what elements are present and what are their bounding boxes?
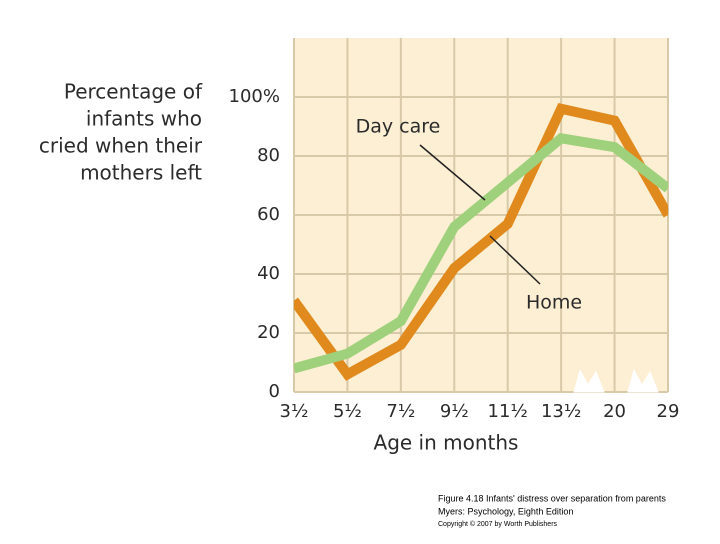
axis-break bbox=[627, 368, 659, 393]
y-tick-label: 20 bbox=[257, 322, 280, 343]
x-tick-label: 5½ bbox=[333, 401, 362, 422]
x-tick-label: 20 bbox=[603, 401, 626, 422]
y-tick-label: 100% bbox=[229, 86, 280, 107]
y-axis-label: infants who bbox=[86, 107, 202, 131]
x-tick-label: 7½ bbox=[386, 401, 415, 422]
x-tick-label: 13½ bbox=[541, 401, 581, 422]
pointer-line bbox=[419, 144, 486, 201]
series-label: Home bbox=[526, 292, 582, 314]
x-tick-label: 3½ bbox=[280, 401, 309, 422]
y-tick-label: 0 bbox=[269, 381, 280, 402]
y-tick-label: 40 bbox=[257, 263, 280, 284]
data-line bbox=[294, 103, 668, 381]
y-axis-label: mothers left bbox=[80, 161, 202, 185]
axis-break bbox=[573, 368, 605, 393]
y-tick-label: 80 bbox=[257, 145, 280, 166]
x-tick-label: 9½ bbox=[440, 401, 469, 422]
y-tick-label: 60 bbox=[257, 204, 280, 225]
x-tick-label: 29 bbox=[657, 401, 680, 422]
caption: Copyright © 2007 by Worth Publishers bbox=[438, 520, 558, 528]
y-axis-label: Percentage of bbox=[64, 80, 203, 104]
x-axis-label: Age in months bbox=[374, 431, 519, 455]
x-tick-label: 11½ bbox=[488, 401, 528, 422]
caption: Figure 4.18 Infants' distress over separ… bbox=[438, 493, 666, 503]
series-label: Day care bbox=[356, 116, 441, 138]
pointer-line bbox=[489, 235, 541, 285]
caption: Myers: Psychology, Eighth Edition bbox=[438, 506, 573, 516]
data-line bbox=[294, 132, 668, 374]
y-axis-label: cried when their bbox=[39, 134, 203, 158]
